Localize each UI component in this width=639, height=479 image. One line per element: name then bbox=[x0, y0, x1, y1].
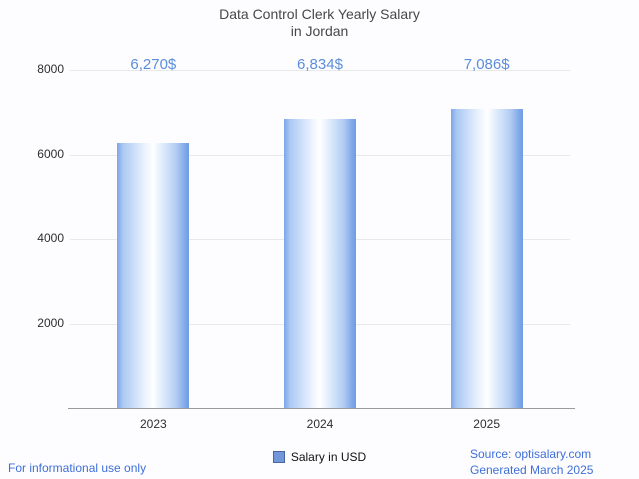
legend-label: Salary in USD bbox=[290, 450, 367, 464]
x-axis-line bbox=[68, 408, 575, 409]
y-axis-tick-label: 8000 bbox=[37, 62, 64, 76]
disclaimer-text: For informational use only bbox=[8, 461, 147, 475]
bar bbox=[450, 108, 523, 408]
x-axis-tick-label: 2024 bbox=[306, 417, 334, 431]
bar-value-label: 6,270$ bbox=[130, 56, 177, 73]
y-axis-tick-label: 6000 bbox=[37, 146, 64, 161]
chart-legend: Salary in USD bbox=[0, 450, 639, 464]
y-axis-tick-label: 4000 bbox=[37, 231, 64, 245]
chart-title-line2: in Jordan bbox=[290, 23, 349, 39]
bar-value-label: 6,834$ bbox=[297, 56, 343, 73]
chart-title-line1: Data Control Clerk Yearly Salary bbox=[219, 6, 420, 22]
gridline bbox=[70, 70, 570, 71]
chart-title: Data Control Clerk Yearly Salary in Jord… bbox=[0, 6, 639, 40]
bar bbox=[117, 143, 190, 408]
generated-text: Generated March 2025 bbox=[470, 463, 594, 477]
legend-swatch-icon bbox=[272, 451, 285, 463]
x-axis-tick-label: 2025 bbox=[473, 417, 500, 431]
bar bbox=[284, 119, 356, 408]
x-axis-tick-label: 2023 bbox=[139, 417, 167, 431]
source-block: Source: optisalary.com Generated March 2… bbox=[470, 446, 593, 478]
bar-value-label: 7,086$ bbox=[463, 56, 510, 73]
source-text: Source: optisalary.com bbox=[470, 447, 592, 461]
y-axis-tick-label: 2000 bbox=[37, 315, 64, 330]
